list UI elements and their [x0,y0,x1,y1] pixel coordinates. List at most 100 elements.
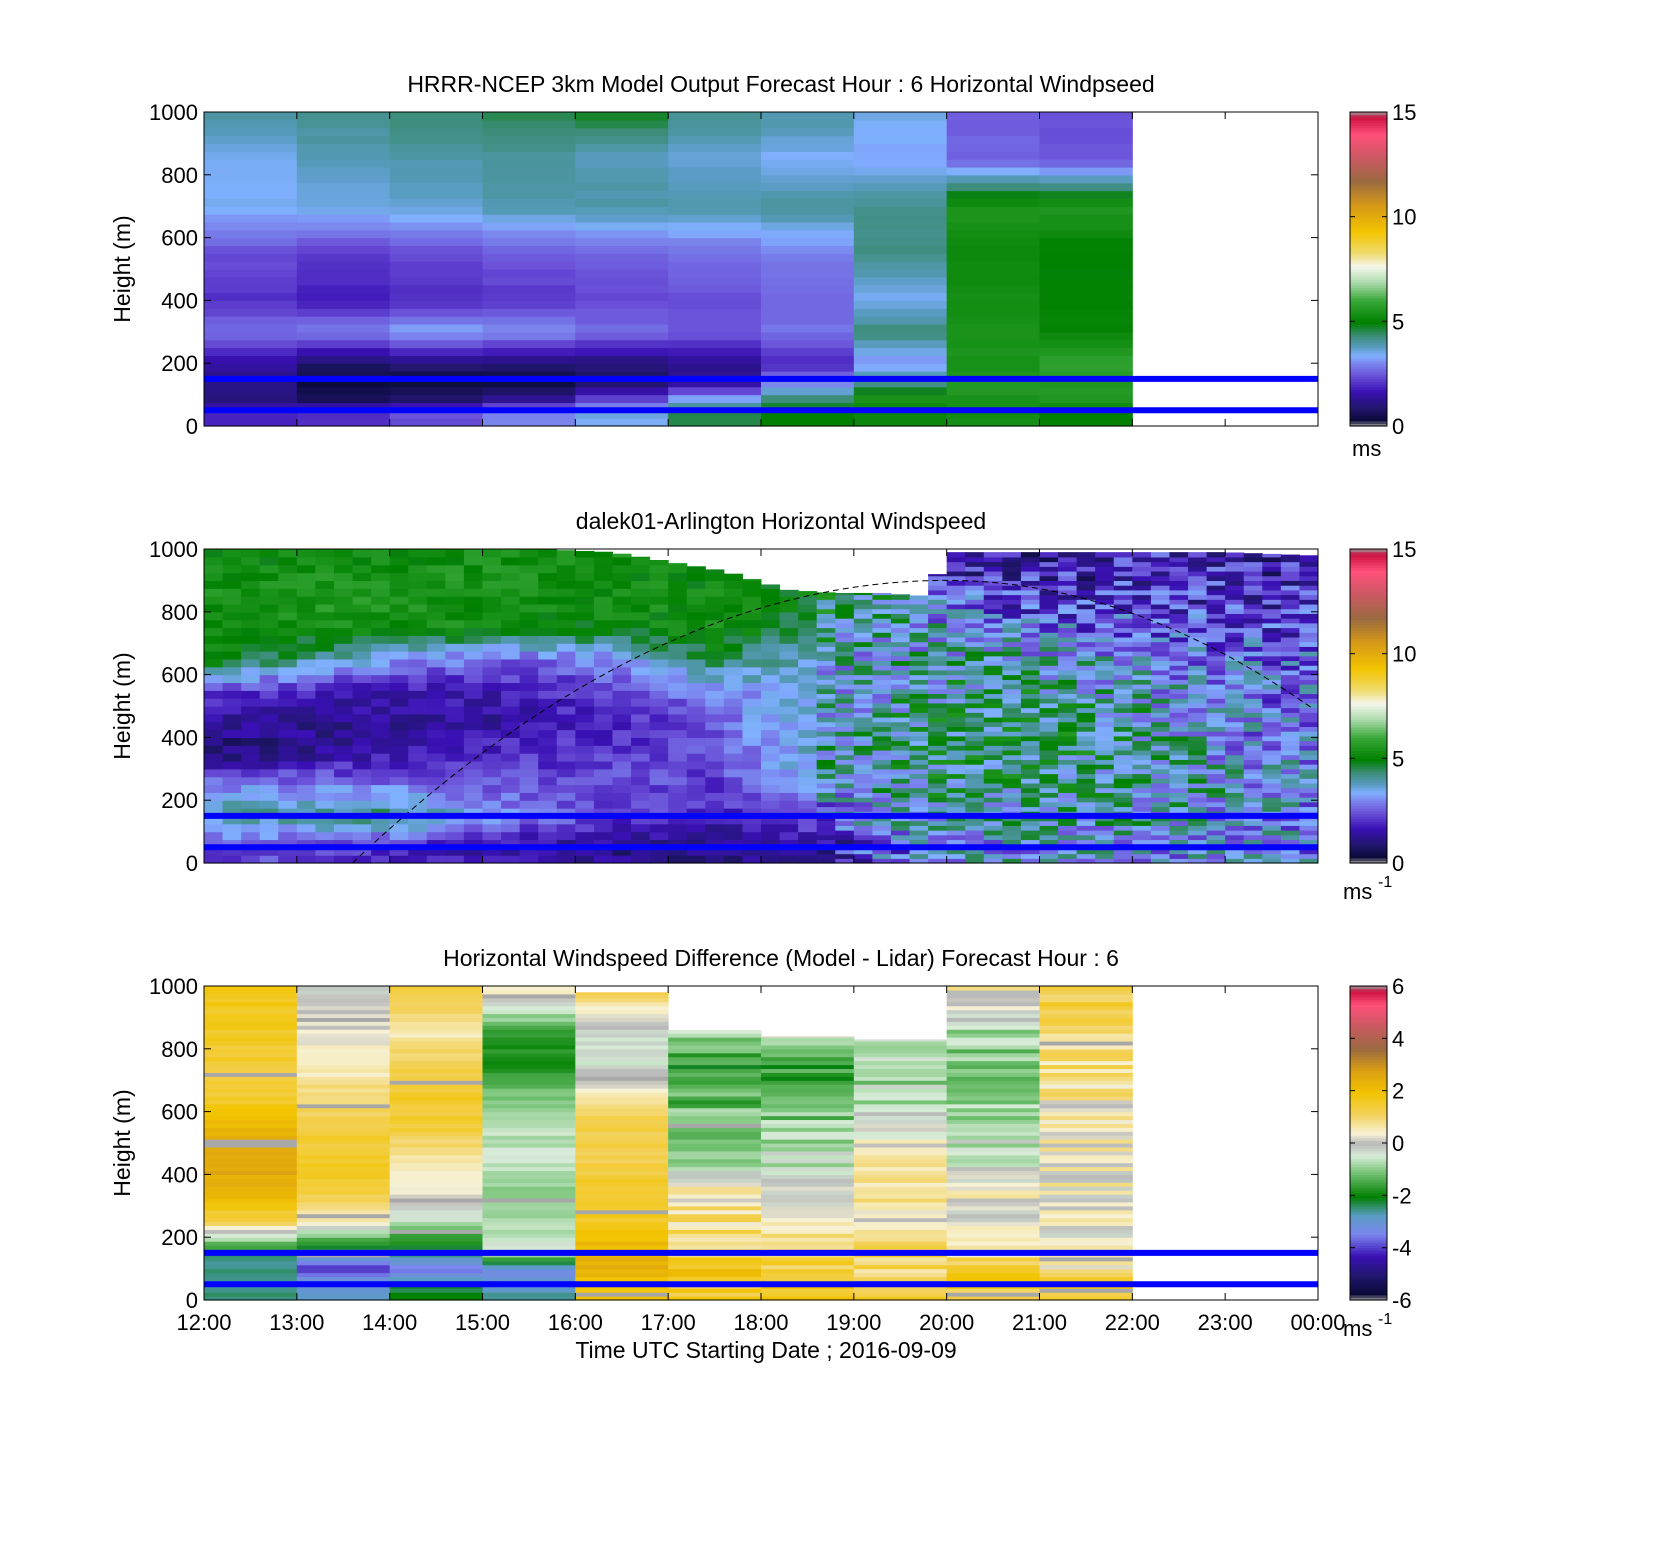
lidar-cell [463,831,483,841]
model-cell [668,355,762,364]
lidar-cell [872,716,892,723]
difference-cell [668,1182,762,1187]
lidar-cell [501,745,521,754]
lidar-cell [1095,801,1115,808]
lidar-cell [723,855,743,864]
lidar-cell [315,556,335,566]
model-cell [1039,135,1133,144]
y-tick-label: 0 [186,851,198,876]
lidar-cell [928,698,948,704]
difference-cell [1039,1182,1133,1187]
lidar-cell [1132,768,1152,775]
lidar-cell [890,773,911,779]
lidar-cell [649,753,669,762]
colorbar-segment [1350,208,1387,213]
lidar-cell [315,815,335,825]
y-tick-label: 600 [161,226,198,251]
difference-cell [668,1276,762,1281]
model-cell [296,331,391,341]
lidar-cell [1243,688,1263,695]
model-cell [482,386,576,396]
lidar-cell [761,792,781,801]
model-cell [853,237,948,247]
model-cell [946,261,1040,270]
lidar-cell [1169,613,1189,619]
lidar-cell [426,776,446,786]
lidar-cell [1206,674,1226,680]
difference-cell [575,1131,669,1136]
colorbar-segment [1350,1226,1387,1230]
lidar-cell [853,768,873,775]
lidar-cell [1002,688,1022,695]
colorbar-segment [1350,1033,1387,1037]
lidar-cell [1188,698,1208,704]
lidar-cell [1280,566,1300,572]
lidar-cell [204,855,224,864]
lidar-cell [1039,688,1059,695]
lidar-cell [686,580,706,589]
model-cell [296,245,391,254]
colorbar-segment [1350,1153,1387,1157]
lidar-cell [315,611,335,621]
difference-cell [204,1296,298,1301]
difference-cell [296,1292,391,1297]
lidar-cell [1243,641,1263,647]
lidar-cell [649,808,669,817]
lidar-cell [835,773,855,779]
lidar-cell [296,760,316,770]
lidar-cell [1243,731,1263,737]
lidar-cell [631,658,651,668]
lidar-cell [983,651,1003,657]
difference-cell [389,1115,483,1121]
lidar-cell [631,729,651,738]
difference-cell [296,1099,391,1105]
colorbar-segment [1350,1088,1387,1092]
difference-cell [482,1292,576,1297]
lidar-cell [612,627,632,636]
model-cell [946,159,1040,168]
difference-cell [946,1288,1040,1293]
lidar-cell [1225,712,1245,718]
lidar-cell [1002,599,1022,605]
colorbar-segment [1350,774,1387,778]
difference-cell [482,1095,576,1101]
lidar-cell [705,800,725,809]
lidar-cell [1020,853,1040,859]
model-cell [1039,269,1133,278]
model-cell [575,284,669,294]
difference-cell [1039,1099,1133,1105]
model-cell [853,371,948,380]
lidar-cell [1243,636,1263,643]
lidar-cell [259,760,279,770]
lidar-cell [705,690,725,699]
lidar-cell [278,792,298,801]
lidar-cell [631,596,651,605]
lidar-cell [946,702,966,709]
lidar-cell [1020,552,1040,558]
lidar-cell [1299,585,1319,591]
lidar-cell [519,611,539,621]
lidar-cell [333,611,354,621]
lidar-cell [556,823,576,833]
lidar-cell [222,564,242,574]
lidar-cell [1058,660,1078,666]
colorbar-segment [1350,258,1387,262]
lidar-cell [352,588,372,597]
lidar-cell [352,611,372,621]
lidar-cell [222,549,242,558]
lidar-cell [1113,627,1133,633]
lidar-cell [259,823,279,833]
colorbar-segment [1350,640,1387,644]
lidar-cell [1188,764,1208,770]
lidar-cell [1299,764,1319,770]
lidar-cell [1039,599,1059,605]
lidar-cell [853,806,873,812]
lidar-cell [1150,834,1170,841]
lidar-cell [835,651,855,657]
lidar-cell [1058,792,1078,798]
difference-cell [389,1150,483,1156]
lidar-cell [352,800,372,809]
difference-cell [761,1245,855,1250]
lidar-cell [1150,721,1170,728]
colorbar-segment [1350,622,1387,626]
